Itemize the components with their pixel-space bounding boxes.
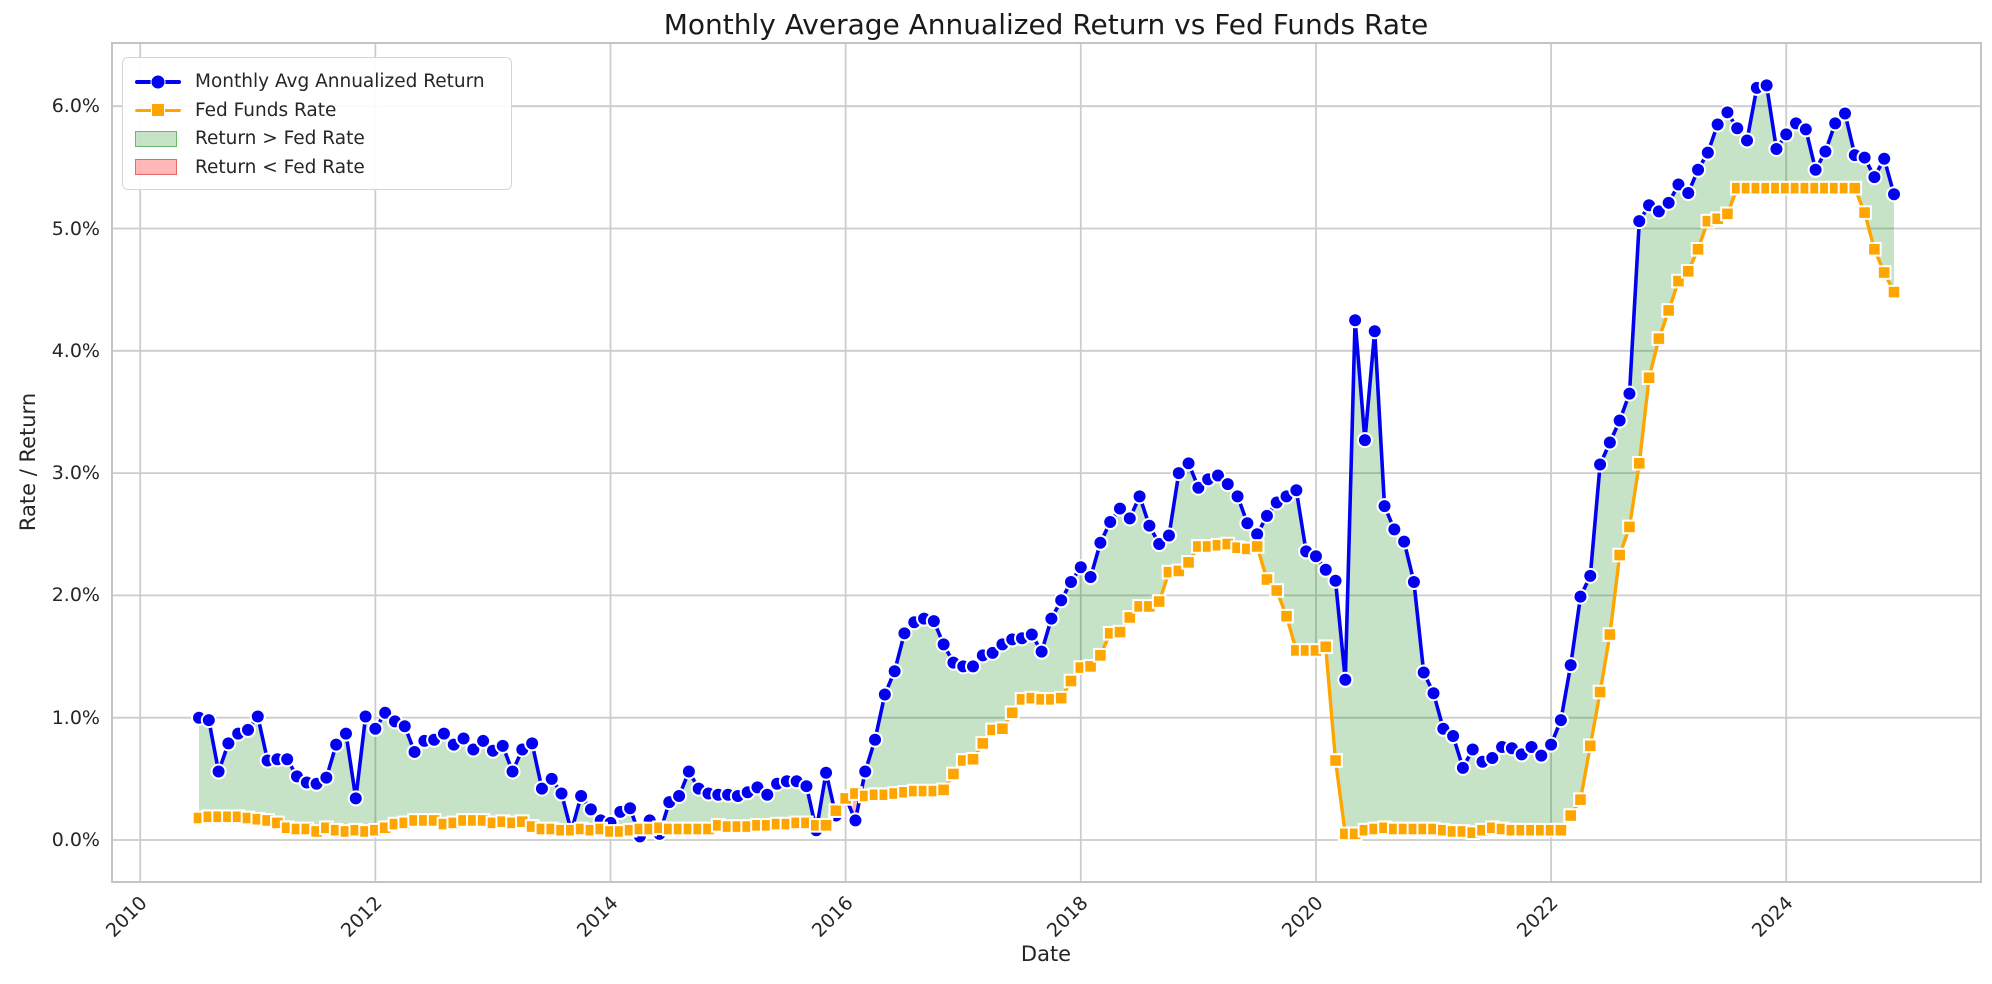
legend: Monthly Avg Annualized Return Fed Funds …: [122, 57, 512, 190]
plot-border: [111, 42, 1982, 883]
y-axis-label: Rate / Return: [16, 392, 40, 532]
legend-label-return: Monthly Avg Annualized Return: [195, 71, 485, 92]
legend-label-fedrate: Fed Funds Rate: [195, 99, 337, 121]
y-tick-label: 6.0%: [51, 95, 100, 118]
legend-item-fill-below: Return < Fed Rate: [135, 154, 499, 181]
y-tick-label: 5.0%: [51, 217, 100, 240]
y-tick-label: 0.0%: [51, 829, 100, 851]
fill-above-swatch-icon: [135, 129, 181, 149]
y-tick-label: 4.0%: [51, 339, 100, 362]
fedrate-line-sample-icon: [135, 100, 181, 120]
y-tick-label: 3.0%: [51, 462, 100, 485]
fill-below-swatch-icon: [135, 157, 181, 177]
y-tick-label: 1.0%: [51, 706, 100, 729]
chart-title: Monthly Average Annualized Return vs Fed…: [663, 8, 1429, 41]
return-line-sample-icon: [135, 72, 181, 92]
legend-item-return: Monthly Avg Annualized Return: [135, 68, 499, 95]
legend-item-fill-above: Return > Fed Rate: [135, 125, 499, 152]
legend-label-fill-below: Return < Fed Rate: [195, 156, 365, 178]
legend-item-fedrate: Fed Funds Rate: [135, 97, 499, 124]
legend-label-fill-above: Return > Fed Rate: [195, 128, 365, 150]
y-tick-label: 2.0%: [51, 584, 100, 607]
fedrate-series-markers: [191, 180, 1902, 842]
fill-return-above-fed: [199, 85, 1894, 834]
x-axis-label: Date: [1020, 942, 1072, 966]
return-series-markers: [191, 77, 1902, 845]
